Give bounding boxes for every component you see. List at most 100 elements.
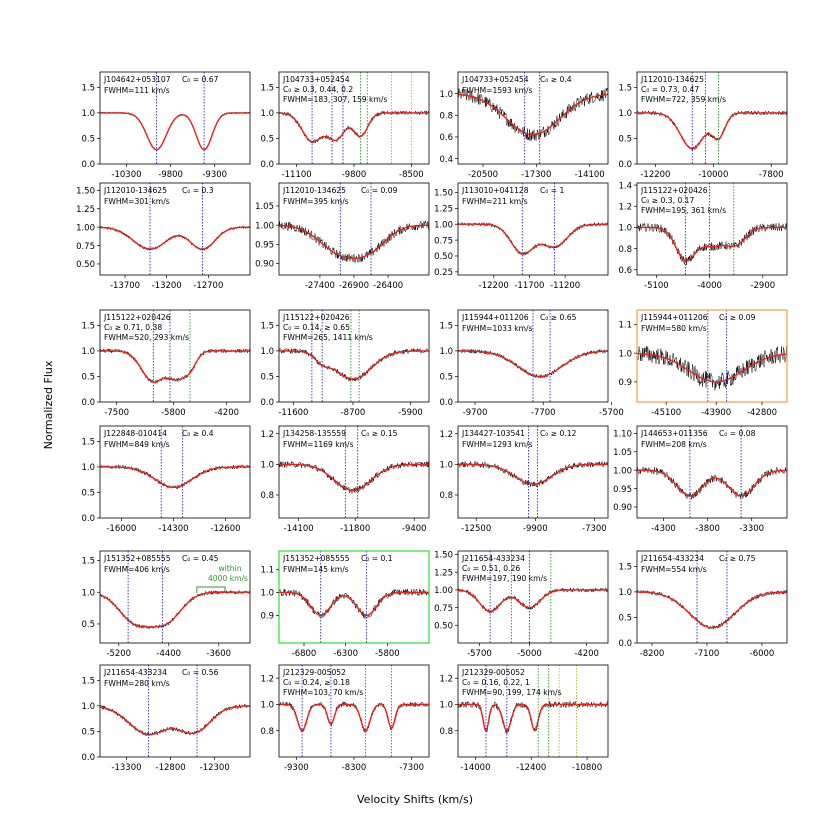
model-fit-line — [279, 703, 429, 732]
y-tick-label: 0.8 — [439, 111, 453, 121]
y-tick-label: 0.50 — [76, 260, 95, 270]
panel-frame — [457, 425, 609, 519]
spectrum-line — [637, 110, 787, 151]
y-tick-label: 0.8 — [260, 491, 274, 501]
x-tick-label: -6000 — [750, 649, 775, 659]
model-fit-line — [458, 463, 608, 486]
spectrum-line — [100, 348, 250, 385]
panel-frame — [636, 182, 788, 276]
spectrum-panel-5: 0.50 0.75 1.00 1.25 1.50 -13700 -13200 -12700 J1… — [76, 182, 251, 291]
model-fit-line — [637, 469, 787, 497]
panel-fwhm: FWHM=111 km/s — [104, 86, 170, 95]
panel-frame — [636, 71, 788, 165]
spectrum-panel-12: 0.9 1.0 1.1 -45100 -43900 -42800 J115944+01120… — [618, 309, 788, 418]
x-tick-label: -5700 — [467, 649, 492, 659]
model-fit-line — [458, 93, 608, 136]
y-tick-label: 0.5 — [81, 135, 95, 145]
y-tick-label: 0.5 — [260, 135, 274, 145]
panel-frame — [457, 550, 609, 644]
panel-object-name: J211654-433234 — [461, 554, 525, 563]
x-tick-label: -26900 — [339, 281, 369, 291]
model-fit-line — [100, 226, 250, 251]
y-tick-label: 1.00 — [434, 220, 453, 230]
panel-fwhm: FWHM=103, 70 km/s — [283, 688, 363, 697]
x-tick-label: -4200 — [574, 649, 599, 659]
y-tick-label: 1.5 — [81, 84, 95, 94]
x-tick-label: -10000 — [698, 170, 728, 180]
x-tick-label: -7700 — [531, 408, 556, 418]
x-tick-label: -9800 — [158, 170, 183, 180]
y-tick-label: 1.5 — [81, 322, 95, 332]
panels-grid: 0.0 0.5 1.0 1.5 -10300 -9800 -9300 J104642+0531… — [76, 71, 788, 773]
panel-object-name: J104733+052454 — [461, 75, 529, 84]
panel-object-name: J134258-135559 — [282, 429, 346, 438]
panel-object-name: J115122+020426 — [103, 313, 171, 322]
y-tick-label: 0.9 — [260, 612, 274, 622]
y-tick-label: 1.0 — [618, 109, 632, 119]
spectrum-line — [637, 466, 787, 500]
y-tick-label: 1.0 — [260, 589, 274, 599]
y-tick-label: 1.0 — [260, 461, 274, 471]
x-tick-label: -12300 — [200, 763, 230, 773]
panel-covering-factor: C₀ = 0.16, 0.22, 1 — [462, 678, 530, 687]
panel-covering-factor: C₀ = 0.09 — [361, 186, 398, 195]
panel-object-name: J151352+085555 — [282, 554, 350, 563]
spectrum-panel-6: 0.90 0.95 1.00 1.05 -27400 -26900 -26400 J11201… — [255, 182, 430, 291]
y-tick-label: 0.6 — [439, 133, 453, 143]
y-tick-label: 1.0 — [81, 588, 95, 598]
panel-fwhm: FWHM=145 km/s — [283, 565, 349, 574]
y-tick-label: 1.00 — [613, 466, 632, 476]
y-tick-label: 1.0 — [618, 588, 632, 598]
model-fit-line — [279, 224, 429, 259]
x-tick-label: -10300 — [111, 170, 141, 180]
spectrum-panel-11: 0.0 0.5 1.0 1.5 -9700 -7700 -5700 J115944+01120… — [439, 309, 624, 418]
panel-fwhm: FWHM=208 km/s — [641, 440, 707, 449]
x-tick-label: -9300 — [202, 170, 227, 180]
spectrum-panel-2: 0.0 0.5 1.0 1.5 -11100 -9800 -8500 J104733+0524… — [260, 71, 430, 180]
panel-frame — [457, 309, 609, 403]
y-tick-label: 0.8 — [439, 727, 453, 737]
model-fit-line — [458, 223, 608, 255]
y-tick-label: 1.10 — [613, 430, 632, 440]
x-tick-label: -7800 — [759, 170, 784, 180]
y-tick-label: 0.5 — [81, 620, 95, 630]
y-tick-label: 1.5 — [260, 322, 274, 332]
model-fit-line — [637, 112, 787, 150]
panel-fwhm: FWHM=211 km/s — [462, 197, 528, 206]
y-tick-label: 1.0 — [81, 463, 95, 473]
model-fit-line — [100, 591, 250, 628]
spectrum-line — [458, 88, 608, 141]
y-tick-label: 1.50 — [434, 551, 453, 561]
panel-covering-factor: C₀ = 1 — [540, 186, 565, 195]
y-tick-label: 1.0 — [618, 349, 632, 359]
x-tick-label: -12700 — [193, 281, 223, 291]
panel-fwhm: FWHM=849 km/s — [104, 440, 170, 449]
panel-fwhm: FWHM=90, 199, 174 km/s — [462, 688, 562, 697]
spectrum-panel-18: 0.9 1.0 1.1 -6800 -6300 -5800 J151352+085555 C₀… — [260, 550, 430, 659]
x-tick-label: -4000 — [697, 281, 722, 291]
spectrum-panel-17: 0.5 1.0 1.5 -5200 -4400 -3600 J151352+085555 C₀… — [81, 550, 251, 659]
x-tick-label: -6800 — [292, 649, 317, 659]
panel-fwhm: FWHM=197, 190 km/s — [462, 574, 547, 583]
y-tick-label: 0.0 — [618, 639, 632, 649]
panel-frame — [278, 550, 430, 644]
spectrum-line — [637, 589, 787, 630]
panel-frame — [636, 425, 788, 519]
y-tick-label: 1.25 — [434, 568, 453, 578]
panel-fwhm: FWHM=722, 359 km/s — [641, 95, 726, 104]
y-tick-label: 0.5 — [618, 135, 632, 145]
spectrum-panel-7: 0.25 0.50 0.75 1.00 1.25 1.50 -12200 -11700 -112… — [434, 182, 609, 291]
model-fit-line — [279, 350, 429, 380]
panel-frame — [457, 71, 609, 165]
y-tick-label: 1.2 — [439, 430, 453, 440]
panel-object-name: J122848-010414 — [103, 429, 167, 438]
y-tick-label: 0.50 — [434, 252, 453, 262]
panel-object-name: J115122+020426 — [640, 186, 708, 195]
spectrum-panel-15: 0.8 1.0 1.2 -12500 -9900 -7300 J134427-103541 C… — [439, 425, 609, 534]
panel-fwhm: FWHM=183, 307, 159 km/s — [283, 95, 387, 104]
y-tick-label: 1.2 — [260, 430, 274, 440]
y-tick-label: 1.0 — [439, 90, 453, 100]
y-tick-label: 1.5 — [618, 563, 632, 573]
panel-object-name: J115122+020426 — [282, 313, 350, 322]
y-tick-label: 0.0 — [81, 398, 95, 408]
